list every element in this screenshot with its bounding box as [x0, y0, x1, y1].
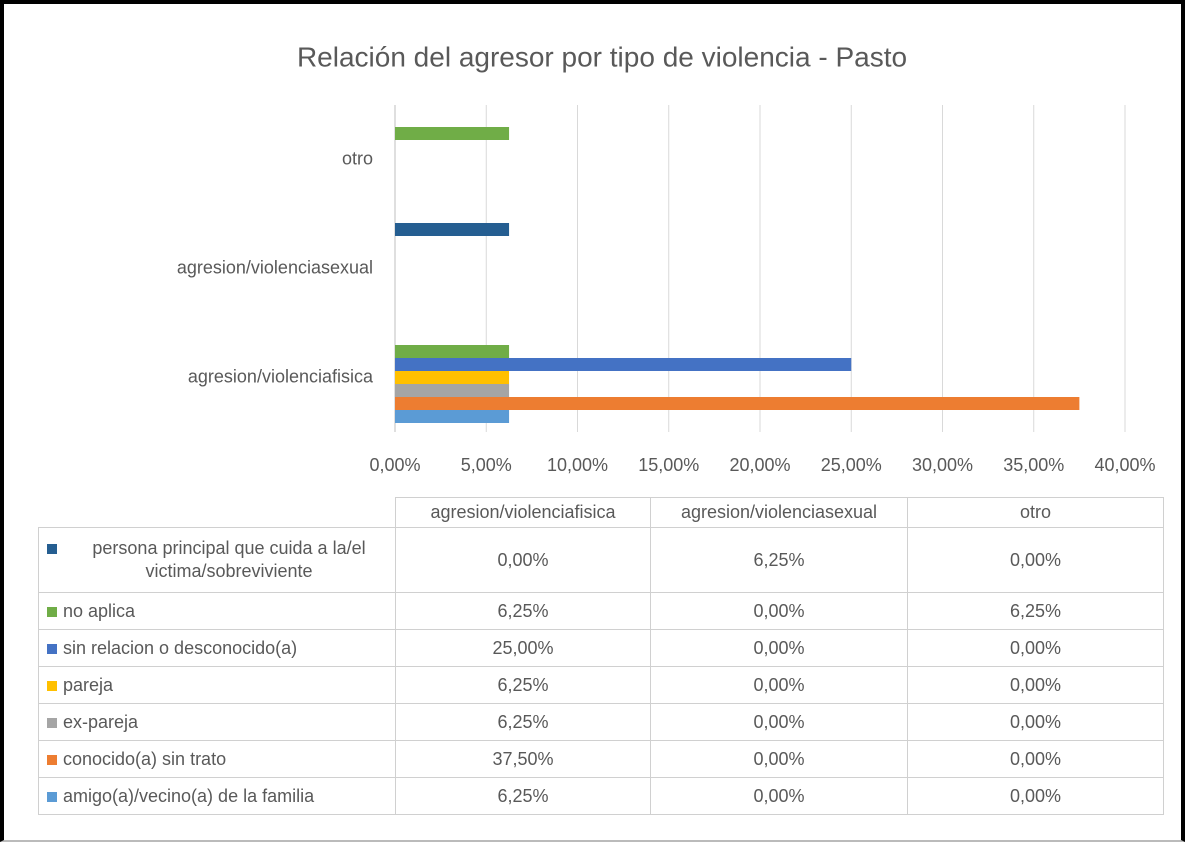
legend-item: amigo(a)/vecino(a) de la familia	[47, 785, 395, 808]
y-tick-label: agresion/violenciafisica	[188, 366, 374, 386]
y-tick-label: otro	[342, 148, 373, 168]
y-tick-label: agresion/violenciasexual	[177, 257, 373, 277]
x-tick-label: 35,00%	[1003, 455, 1064, 475]
table-value: 0,00%	[395, 527, 651, 593]
table-header: otro	[907, 497, 1164, 528]
bar	[395, 371, 510, 384]
legend-item: conocido(a) sin trato	[47, 748, 395, 771]
x-tick-label: 5,00%	[461, 455, 512, 475]
data-table: agresion/violenciafisica agresion/violenc…	[38, 497, 1164, 815]
x-tick-label: 0,00%	[369, 455, 420, 475]
table-value: 6,25%	[395, 666, 651, 704]
table-value: 6,25%	[650, 527, 908, 593]
table-value: 0,00%	[650, 777, 908, 815]
legend-swatch	[47, 680, 57, 691]
bar	[395, 127, 510, 140]
legend-entry: ex-pareja	[38, 703, 396, 741]
chart: Relación del agresor por tipo de violenc…	[177, 41, 1156, 475]
table-row: conocido(a) sin trato 37,50% 0,00% 0,00%	[38, 740, 1164, 778]
bar	[395, 397, 1080, 410]
table-value: 6,25%	[395, 592, 651, 630]
legend-swatch	[47, 791, 57, 802]
table-corner	[38, 497, 396, 528]
legend-label: no aplica	[63, 600, 136, 621]
table-value: 6,25%	[907, 592, 1164, 630]
x-tick-label: 15,00%	[638, 455, 699, 475]
table-value: 0,00%	[907, 703, 1164, 741]
bar	[395, 410, 510, 423]
bar	[395, 345, 510, 358]
legend-entry: pareja	[38, 666, 396, 704]
table-value: 0,00%	[650, 592, 908, 630]
legend-swatch	[47, 606, 57, 617]
chart-title: Relación del agresor por tipo de violenc…	[297, 41, 907, 72]
x-tick-label: 25,00%	[821, 455, 882, 475]
legend-label: conocido(a) sin trato	[63, 748, 227, 769]
legend-swatch	[47, 754, 57, 765]
legend-item: ex-pareja	[47, 711, 395, 734]
table-header: agresion/violenciafisica	[395, 497, 651, 528]
legend-label: sin relacion o desconocido(a)	[63, 637, 298, 658]
bar	[395, 223, 510, 236]
legend-label: persona principal que cuida a la/el vict…	[92, 538, 366, 581]
x-tick-label: 30,00%	[912, 455, 973, 475]
legend-item: sin relacion o desconocido(a)	[47, 637, 395, 660]
legend-entry: no aplica	[38, 592, 396, 630]
table-value: 0,00%	[650, 666, 908, 704]
table-row: ex-pareja 6,25% 0,00% 0,00%	[38, 703, 1164, 741]
table-row: sin relacion o desconocido(a) 25,00% 0,00%…	[38, 629, 1164, 667]
legend-item: pareja	[47, 674, 395, 697]
legend-swatch	[47, 544, 57, 554]
legend-entry: sin relacion o desconocido(a)	[38, 629, 396, 667]
legend-entry: conocido(a) sin trato	[38, 740, 396, 778]
bar	[395, 384, 510, 397]
legend-entry: amigo(a)/vecino(a) de la familia	[38, 777, 396, 815]
legend-label: pareja	[63, 674, 114, 695]
table-row: no aplica 6,25% 0,00% 6,25%	[38, 592, 1164, 630]
table-row: persona principal que cuida a la/el vict…	[38, 527, 1164, 593]
table-value: 0,00%	[650, 629, 908, 667]
legend-label: amigo(a)/vecino(a) de la familia	[63, 785, 315, 806]
legend-swatch	[47, 643, 57, 654]
x-tick-label: 10,00%	[547, 455, 608, 475]
table-row: amigo(a)/vecino(a) de la familia 6,25% 0,0…	[38, 777, 1164, 815]
table-value: 0,00%	[907, 740, 1164, 778]
legend-label: ex-pareja	[63, 711, 139, 732]
table-value: 0,00%	[907, 629, 1164, 667]
table-header-row: agresion/violenciafisica agresion/violenc…	[38, 497, 1164, 528]
table-value: 6,25%	[395, 703, 651, 741]
table-value: 25,00%	[395, 629, 651, 667]
table-value: 0,00%	[650, 703, 908, 741]
table-header: agresion/violenciasexual	[650, 497, 908, 528]
legend-item: persona principal que cuida a la/el vict…	[47, 537, 395, 583]
table-value: 0,00%	[907, 777, 1164, 815]
x-tick-label: 20,00%	[729, 455, 790, 475]
legend-entry: persona principal que cuida a la/el vict…	[38, 527, 396, 593]
table-value: 0,00%	[650, 740, 908, 778]
x-tick-label: 40,00%	[1094, 455, 1155, 475]
table-value: 0,00%	[907, 527, 1164, 593]
table-row: pareja 6,25% 0,00% 0,00%	[38, 666, 1164, 704]
bar	[395, 358, 852, 371]
table-value: 6,25%	[395, 777, 651, 815]
legend-item: no aplica	[47, 600, 395, 623]
legend-swatch	[47, 717, 57, 728]
table-value: 0,00%	[907, 666, 1164, 704]
table-value: 37,50%	[395, 740, 651, 778]
